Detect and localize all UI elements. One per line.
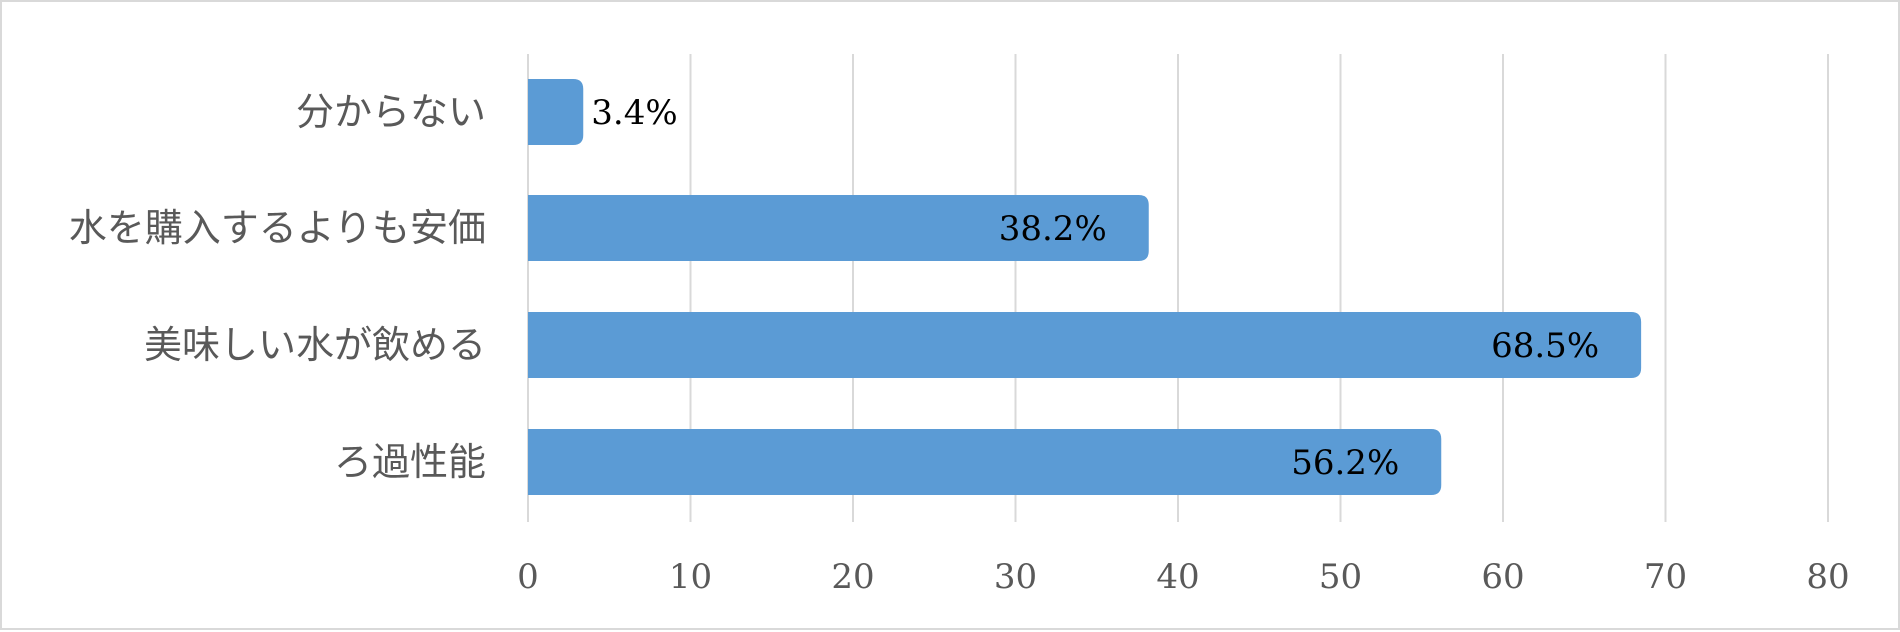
- data-label: 56.2%: [1291, 443, 1399, 483]
- data-label: 38.2%: [999, 209, 1107, 249]
- category-label: 分からない: [296, 90, 486, 134]
- data-label: 68.5%: [1491, 326, 1599, 366]
- x-tick-label: 50: [1319, 557, 1362, 597]
- x-tick-label: 70: [1644, 557, 1687, 597]
- x-tick-label: 10: [669, 557, 712, 597]
- x-tick-label: 30: [994, 557, 1037, 597]
- x-tick-label: 80: [1806, 557, 1849, 597]
- category-label: 水を購入するよりも安価: [69, 206, 486, 250]
- bar: [528, 429, 1442, 495]
- value-axis: 0 10 20 30 40 50 60 70 80: [517, 557, 1849, 597]
- bar: [528, 195, 1149, 261]
- x-tick-label: 0: [517, 557, 539, 597]
- x-tick-label: 20: [831, 557, 874, 597]
- bars: [528, 79, 1642, 495]
- bar: [528, 312, 1642, 378]
- data-labels: 3.4% 38.2% 68.5% 56.2%: [591, 93, 1599, 483]
- data-label: 3.4%: [591, 93, 677, 133]
- x-tick-label: 60: [1481, 557, 1524, 597]
- category-label: ろ過性能: [334, 440, 486, 484]
- bar: [528, 79, 584, 145]
- x-tick-label: 40: [1156, 557, 1199, 597]
- gridlines: [527, 54, 1829, 522]
- category-label: 美味しい水が飲める: [144, 323, 486, 367]
